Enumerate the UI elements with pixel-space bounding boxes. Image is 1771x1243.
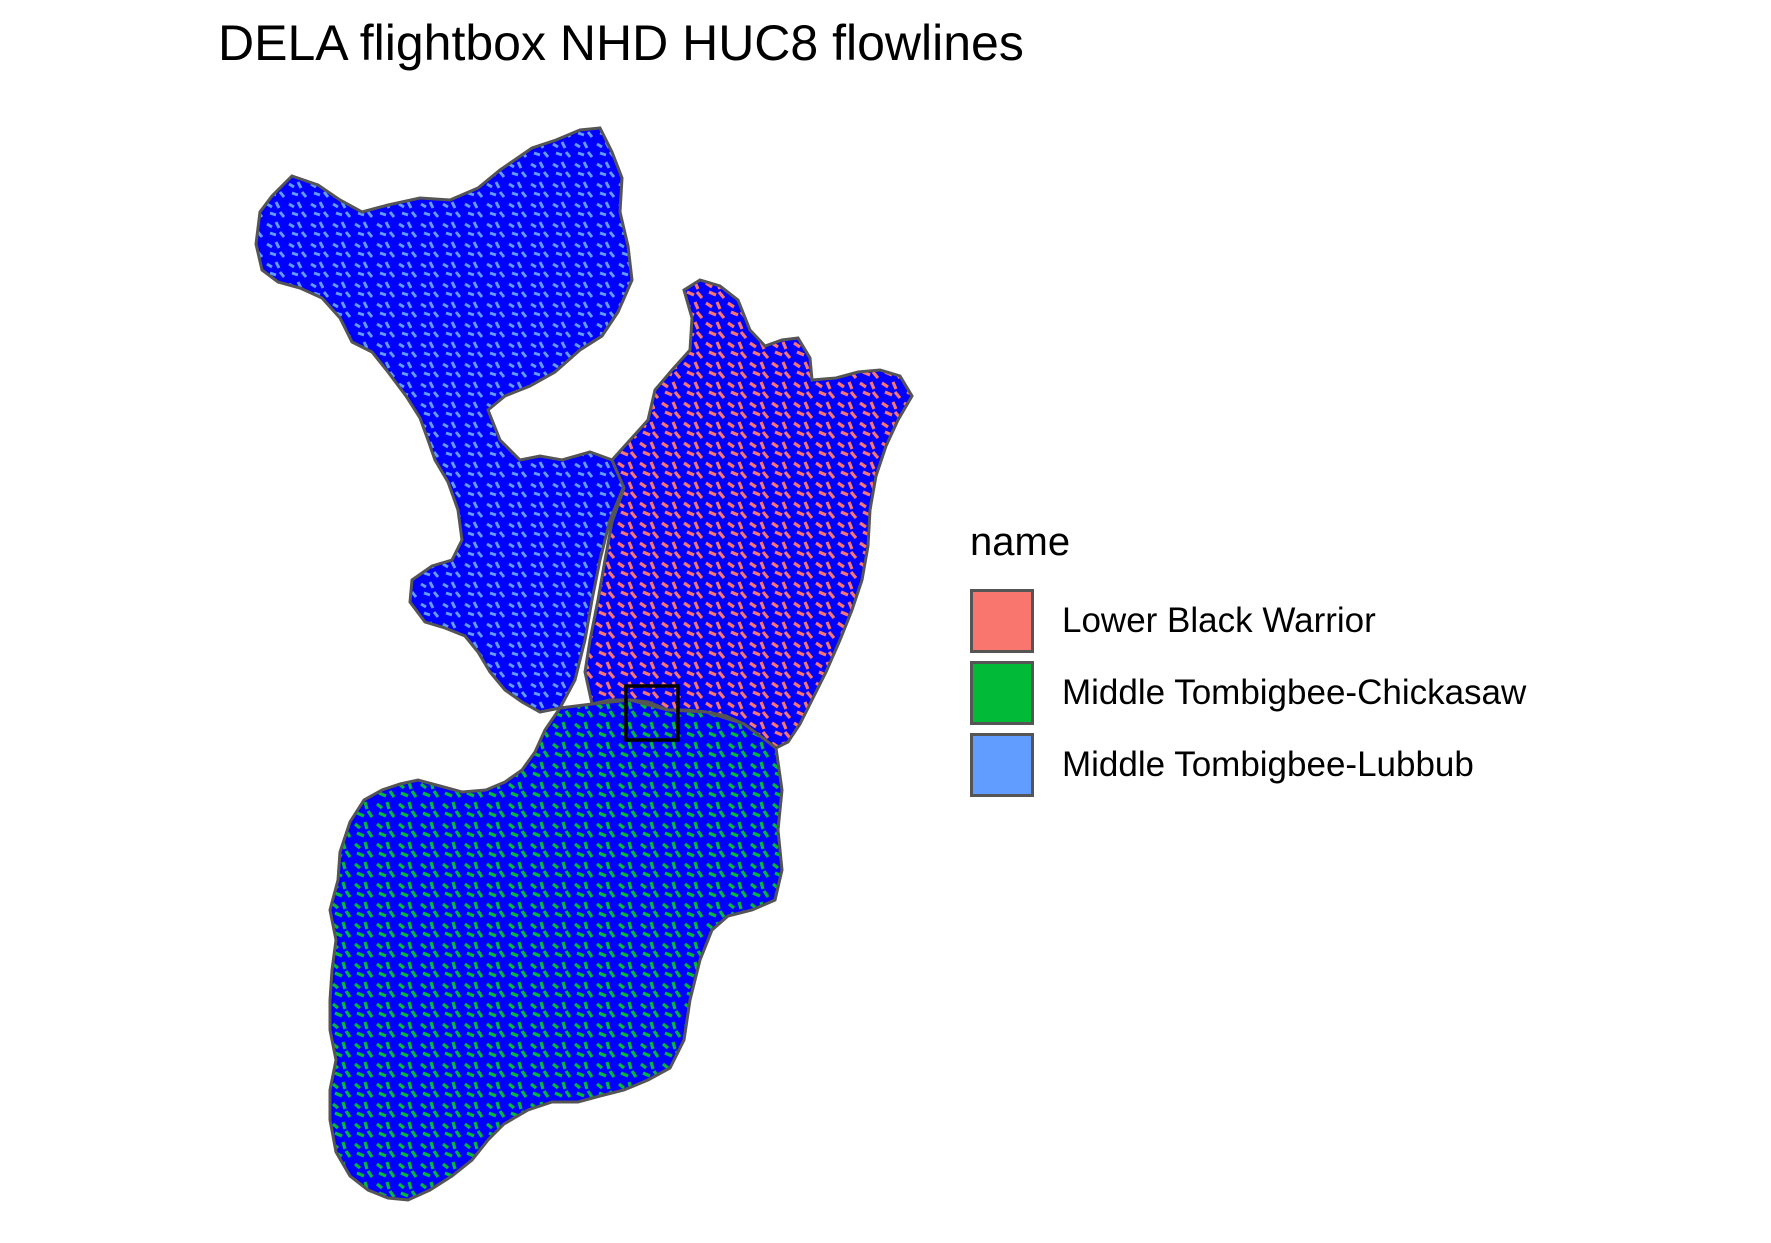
legend-key-swatch [970,733,1034,797]
legend-key-swatch [970,661,1034,725]
legend-item-label: Lower Black Warrior [1062,601,1376,640]
watershed-middle-tombigbee-chickasaw [328,698,784,1202]
legend-title: name [970,520,1071,564]
legend: name Lower Black Warrior Middle Tombigbe… [970,520,1526,801]
legend-item-middle-tombigbee-lubbub: Middle Tombigbee-Lubbub [970,729,1526,801]
legend-item-middle-tombigbee-chickasaw: Middle Tombigbee-Chickasaw [970,657,1526,729]
legend-item-label: Middle Tombigbee-Lubbub [1062,745,1474,784]
legend-item-label: Middle Tombigbee-Chickasaw [1062,673,1527,712]
watershed-middle-tombigbee-lubbub [254,126,634,714]
legend-item-lower-black-warrior: Lower Black Warrior [970,585,1526,657]
map-title: DELA flightbox NHD HUC8 flowlines [218,15,1024,71]
flightbox [624,684,680,742]
legend-key-swatch [970,589,1034,653]
watershed-lower-black-warrior [583,278,914,750]
